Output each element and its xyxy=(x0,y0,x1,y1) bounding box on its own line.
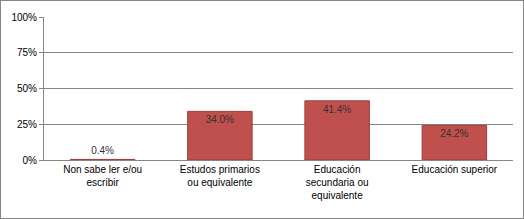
svg-text:41.4%: 41.4% xyxy=(323,104,351,115)
svg-text:100%: 100% xyxy=(11,12,37,23)
svg-text:Non sabe ler e/ouescribir: Non sabe ler e/ouescribir xyxy=(63,164,142,188)
svg-text:0%: 0% xyxy=(23,155,38,166)
svg-text:25%: 25% xyxy=(17,119,37,130)
svg-text:Educación superior: Educación superior xyxy=(412,164,498,175)
svg-text:0.4%: 0.4% xyxy=(91,145,114,156)
svg-text:50%: 50% xyxy=(17,83,37,94)
svg-text:34.0%: 34.0% xyxy=(206,114,234,125)
svg-text:Educaciónsecundaria ouequivale: Educaciónsecundaria ouequivalente xyxy=(306,164,369,201)
svg-text:24.2%: 24.2% xyxy=(440,128,468,139)
svg-text:75%: 75% xyxy=(17,47,37,58)
svg-text:Estudos primariosou equivalent: Estudos primariosou equivalente xyxy=(180,164,260,188)
